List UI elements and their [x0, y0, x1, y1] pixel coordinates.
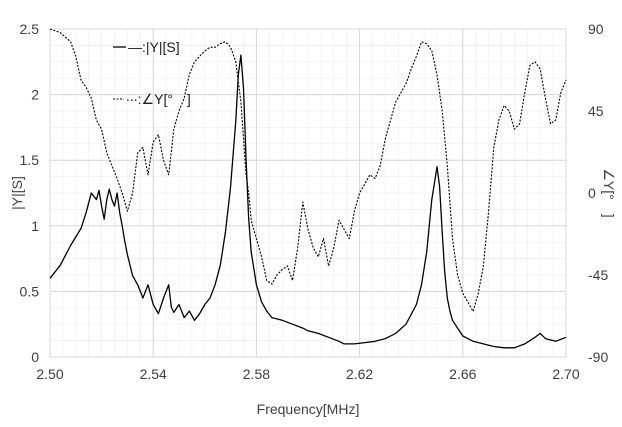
- left-y-tick-label: 2: [31, 87, 39, 103]
- x-tick-label: 2.66: [449, 366, 476, 382]
- legend-entry-magnitude: —:|Y|[S]: [128, 39, 180, 55]
- x-tick-label: 2.58: [243, 366, 270, 382]
- right-y-tick-label: -45: [588, 267, 608, 283]
- series-layer: [49, 28, 567, 349]
- left-y-tick-label: 2.5: [20, 21, 40, 37]
- x-axis-tick-labels: 2.50 2.54 2.58 2.62 2.66 2.70: [36, 366, 579, 382]
- right-y-tick-label: 45: [588, 103, 604, 119]
- left-y-tick-label: 1.5: [20, 152, 40, 168]
- right-y-tick-label: -90: [588, 349, 608, 365]
- legend-entry-phase: ∙∙∙:∠Y[° ]: [126, 91, 191, 107]
- phase-series-line: [49, 28, 567, 312]
- magnitude-series-line: [49, 54, 567, 349]
- minor-gridlines: [49, 28, 567, 358]
- left-y-axis-title: |Y|[S]: [9, 176, 25, 210]
- plot-area-border: [49, 28, 567, 358]
- x-tick-label: 2.50: [36, 366, 63, 382]
- left-y-tick-label: 0.5: [20, 283, 40, 299]
- left-y-tick-label: 1: [31, 218, 39, 234]
- right-y-axis-tick-labels: -90 -45 0 45 90: [588, 21, 608, 365]
- right-y-axis-title: ∠Y[° ]: [601, 168, 617, 217]
- x-tick-label: 2.62: [346, 366, 373, 382]
- legend: —:|Y|[S] ∙∙∙:∠Y[° ]: [113, 39, 191, 107]
- right-y-tick-label: 90: [588, 21, 604, 37]
- left-y-tick-label: 0: [31, 349, 39, 365]
- x-tick-label: 2.54: [140, 366, 167, 382]
- right-y-tick-label: 0: [588, 185, 596, 201]
- x-tick-label: 2.70: [552, 366, 579, 382]
- left-y-axis-tick-labels: 0 0.5 1 1.5 2 2.5: [20, 21, 40, 365]
- x-axis-title: Frequency[MHz]: [257, 401, 360, 417]
